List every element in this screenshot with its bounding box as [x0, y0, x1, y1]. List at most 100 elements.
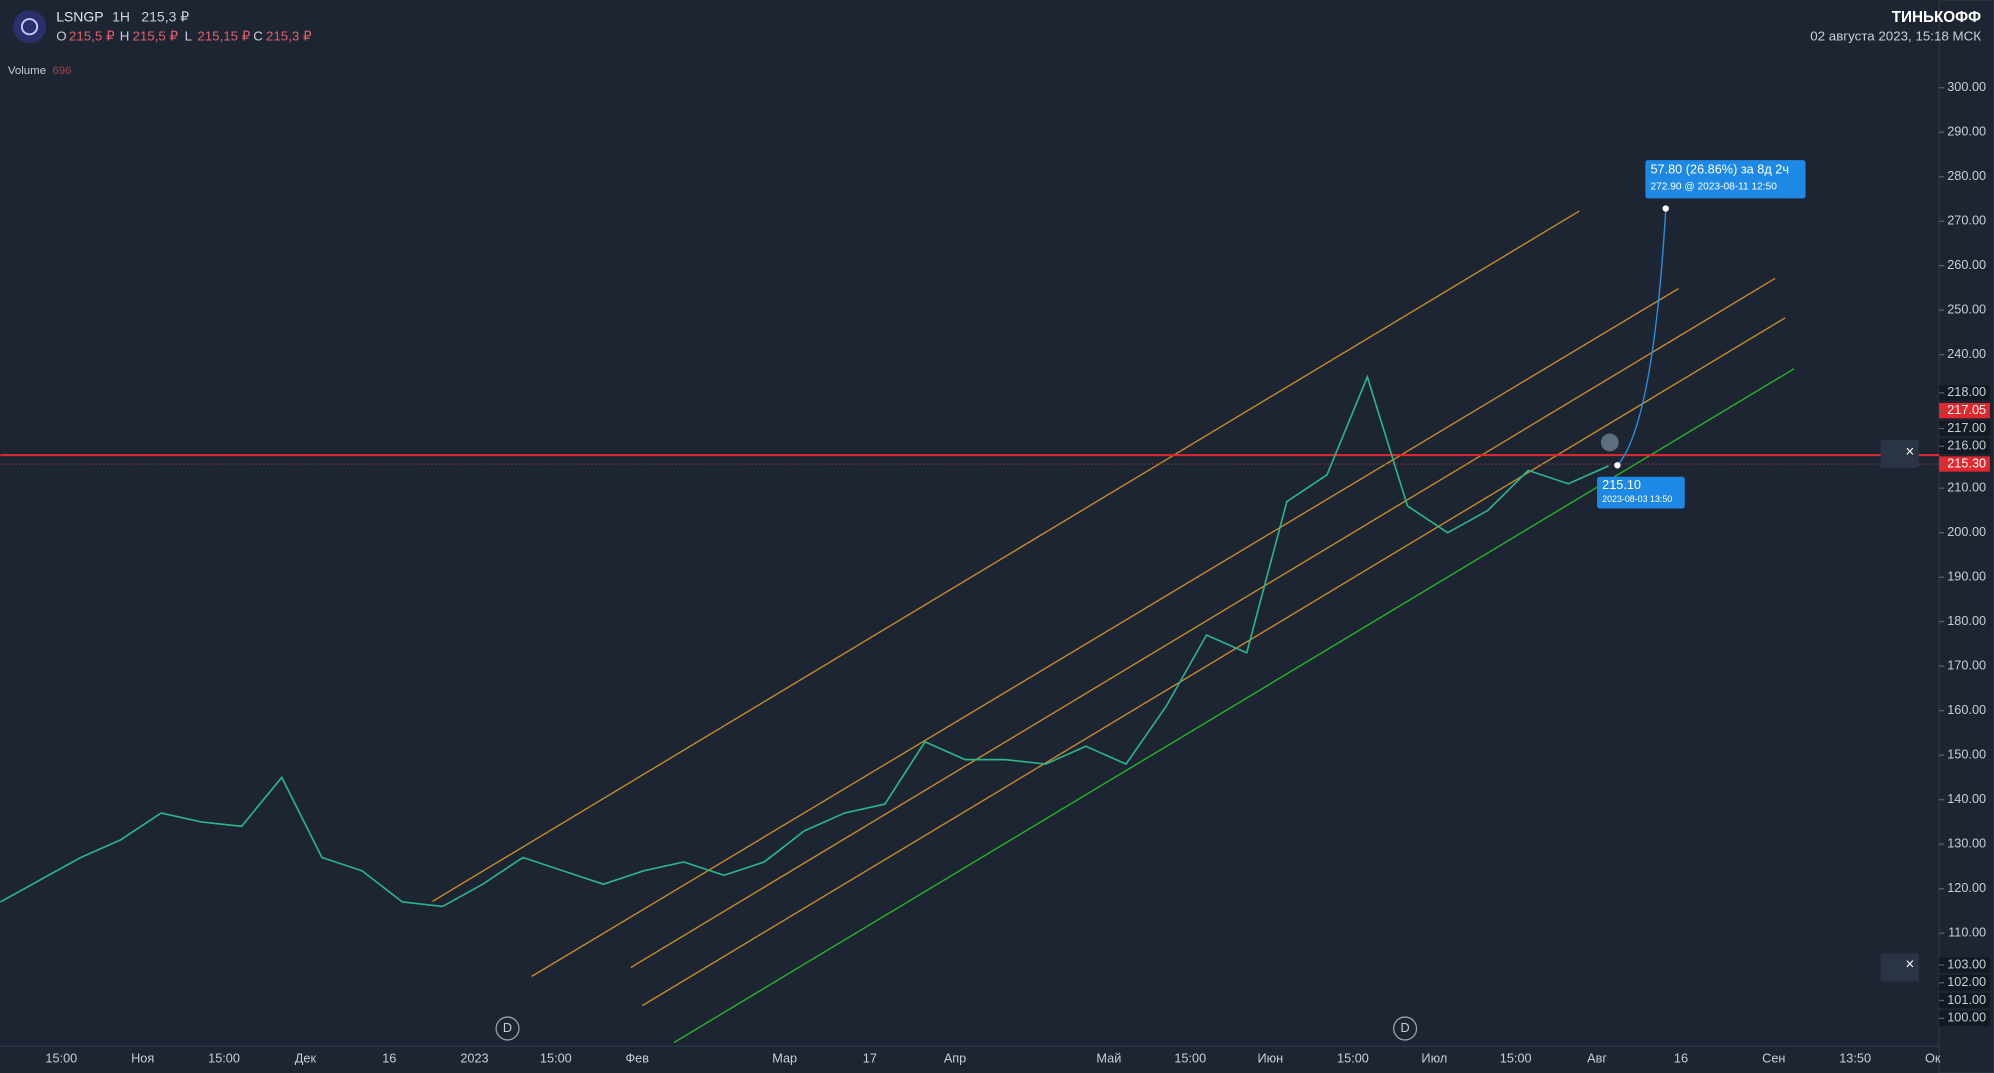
entry-box	[1597, 476, 1685, 509]
price-tick-label: 260.00	[1947, 257, 1986, 272]
price-tick-label: 190.00	[1947, 569, 1986, 584]
time-tick-label: 17	[863, 1050, 877, 1065]
price-label-bg	[1939, 957, 1990, 973]
alert-buttons	[1880, 439, 1919, 468]
time-tick-label: 15:00	[45, 1050, 77, 1065]
ohlc-value: 215,5 ₽	[132, 28, 178, 43]
time-tick-label: 2023	[460, 1050, 488, 1065]
time-tick-label: 15:00	[208, 1050, 240, 1065]
ticker-logo	[12, 10, 47, 44]
price-label-bg	[1939, 975, 1990, 991]
price-label-bg	[1939, 403, 1990, 419]
ohlc-value: 215,5 ₽	[69, 28, 115, 43]
price-tick-label: 250.00	[1947, 302, 1986, 317]
event-marker[interactable]	[495, 1016, 520, 1041]
price-tick-label: 218.00	[1947, 384, 1986, 399]
time-tick-label: Дек	[295, 1050, 317, 1065]
ticker-logo-mark	[20, 18, 39, 36]
price-tick-label: 217.00	[1947, 420, 1986, 435]
forecast-curve	[1616, 209, 1667, 466]
price-tick-label: 100.00	[1947, 1010, 1986, 1025]
ohlc-value: 215,15 ₽	[197, 28, 250, 43]
time-tick-label: 13:50	[1839, 1050, 1871, 1065]
price-tick-label: 210.00	[1947, 480, 1986, 495]
price-tick-label: 160.00	[1947, 702, 1986, 717]
price-tick-label: 280.00	[1947, 168, 1986, 183]
price-tick-label: 200.00	[1947, 524, 1986, 539]
price-tick-label: 270.00	[1947, 213, 1986, 228]
price-label-bg	[1939, 992, 1990, 1009]
forecast-change: 57.80 (26.86%) за 8д 2ч	[1650, 162, 1789, 177]
price-line	[0, 374, 1609, 908]
time-tick-label: 16	[1674, 1050, 1688, 1065]
price-tick-label: 216.00	[1947, 438, 1986, 453]
entry-time: 2023-08-03 13:50	[1602, 494, 1672, 504]
channel-line	[641, 317, 1786, 1007]
price-label-bg	[1939, 1010, 1990, 1026]
ohlc-key: L	[185, 28, 192, 43]
time-tick-label: Июл	[1421, 1050, 1447, 1065]
alert-buttons	[1880, 953, 1919, 982]
forecast-box	[1645, 160, 1806, 199]
price-label-bg	[1939, 456, 1990, 472]
price-tick-label: 103.00	[1947, 956, 1986, 971]
price-tick-label: 101.00	[1947, 992, 1986, 1007]
price-tick-label: 102.00	[1947, 974, 1986, 989]
time-tick-label: Апр	[944, 1050, 966, 1065]
dividend-icon[interactable]	[1600, 433, 1619, 452]
datetime: 02 августа 2023, 15:18 МСК	[1810, 28, 1981, 43]
time-tick-label: Ок	[1925, 1050, 1941, 1065]
channel-line	[432, 210, 1580, 902]
price-tick-label: 130.00	[1947, 836, 1986, 851]
close-button[interactable]: ×	[1905, 444, 1914, 461]
time-tick-label: Ноя	[131, 1050, 154, 1065]
price-tick-label: 150.00	[1947, 747, 1986, 762]
price-tick-label: 140.00	[1947, 791, 1986, 806]
price-tick-label: 215.30	[1947, 455, 1986, 470]
price-tick-label: 240.00	[1947, 346, 1986, 361]
channel-line	[630, 277, 1776, 969]
ticker: LSNGP	[56, 8, 103, 24]
entry-price: 215.10	[1602, 477, 1641, 492]
price-tick-label: 170.00	[1947, 658, 1986, 673]
time-tick-label: Июн	[1257, 1050, 1283, 1065]
price-tick-label: 300.00	[1947, 79, 1986, 94]
ohlc-key: C	[253, 28, 263, 43]
event-markers: D D	[495, 1016, 1418, 1041]
price-axis-panel	[1938, 0, 1994, 1073]
time-tick-label: 16	[382, 1050, 396, 1065]
channel-line	[531, 287, 1679, 977]
forecast-start	[1614, 462, 1621, 469]
last-price: 215,3 ₽	[141, 8, 189, 24]
interval: 1H	[112, 8, 130, 24]
volume-value: 696	[52, 65, 71, 77]
price-label-bg	[1939, 420, 1990, 437]
ohlc: O 215,5 ₽ H 215,5 ₽ L 215,15 ₽ C 215,3 ₽	[56, 28, 311, 43]
forecast-target: 272.90 @ 2023-08-11 12:50	[1650, 182, 1777, 193]
price-label-bg	[1939, 385, 1990, 401]
time-tick-label: Май	[1096, 1050, 1121, 1065]
event-marker[interactable]	[1393, 1016, 1418, 1041]
event-marker-label: D	[1401, 1020, 1410, 1035]
time-tick-label: 15:00	[1500, 1050, 1532, 1065]
ohlc-value: 215,3 ₽	[266, 28, 312, 43]
price-label-bg	[1939, 438, 1990, 454]
volume-label: Volume	[8, 65, 46, 77]
ohlc-key: O	[56, 28, 66, 43]
time-tick-label: 15:00	[1337, 1050, 1369, 1065]
time-tick-label: Сен	[1762, 1050, 1785, 1065]
price-tick-label: 180.00	[1947, 613, 1986, 628]
price-tick-label: 290.00	[1947, 124, 1986, 139]
time-tick-label: Фев	[625, 1050, 649, 1065]
time-tick-label: 15:00	[540, 1050, 572, 1065]
time-tick-label: 15:00	[1174, 1050, 1206, 1065]
price-tick-label: 120.00	[1947, 880, 1986, 895]
ohlc-key: H	[120, 28, 130, 43]
price-tick-label: 217.05	[1947, 402, 1986, 417]
brand: ТИНЬКОФФ	[1892, 9, 1981, 26]
forecast-end	[1662, 205, 1669, 212]
close-button[interactable]: ×	[1905, 956, 1914, 973]
time-tick-label: Мар	[772, 1050, 797, 1065]
time-tick-label: Авг	[1587, 1050, 1607, 1065]
